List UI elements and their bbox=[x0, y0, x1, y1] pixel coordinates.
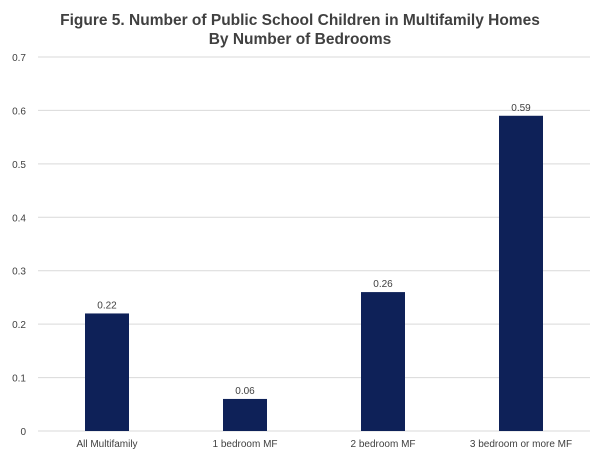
y-tick-label: 0.5 bbox=[12, 160, 26, 171]
bar bbox=[361, 292, 405, 431]
chart-title-line-2: By Number of Bedrooms bbox=[208, 31, 392, 48]
y-tick-label: 0 bbox=[20, 427, 26, 438]
y-tick-label: 0.2 bbox=[12, 320, 26, 331]
y-tick-label: 0.7 bbox=[12, 53, 26, 64]
data-label: 0.26 bbox=[373, 279, 393, 290]
bar bbox=[499, 115, 543, 432]
bar bbox=[85, 313, 129, 431]
x-tick-label: 1 bedroom MF bbox=[212, 439, 277, 450]
y-tick-label: 0.3 bbox=[12, 267, 26, 278]
y-tick-label: 0.6 bbox=[12, 106, 26, 117]
x-tick-label: All Multifamily bbox=[76, 439, 137, 450]
x-tick-label: 2 bedroom MF bbox=[350, 439, 415, 450]
chart-title-line-1: Figure 5. Number of Public School Childr… bbox=[60, 12, 540, 29]
data-label: 0.59 bbox=[511, 103, 531, 114]
y-tick-label: 0.4 bbox=[12, 213, 26, 224]
data-label: 0.06 bbox=[235, 386, 255, 397]
bar bbox=[223, 398, 267, 431]
chart-title: Figure 5. Number of Public School Childr… bbox=[0, 11, 600, 49]
y-tick-label: 0.1 bbox=[12, 374, 26, 385]
data-label: 0.22 bbox=[97, 300, 117, 311]
x-tick-label: 3 bedroom or more MF bbox=[470, 439, 572, 450]
